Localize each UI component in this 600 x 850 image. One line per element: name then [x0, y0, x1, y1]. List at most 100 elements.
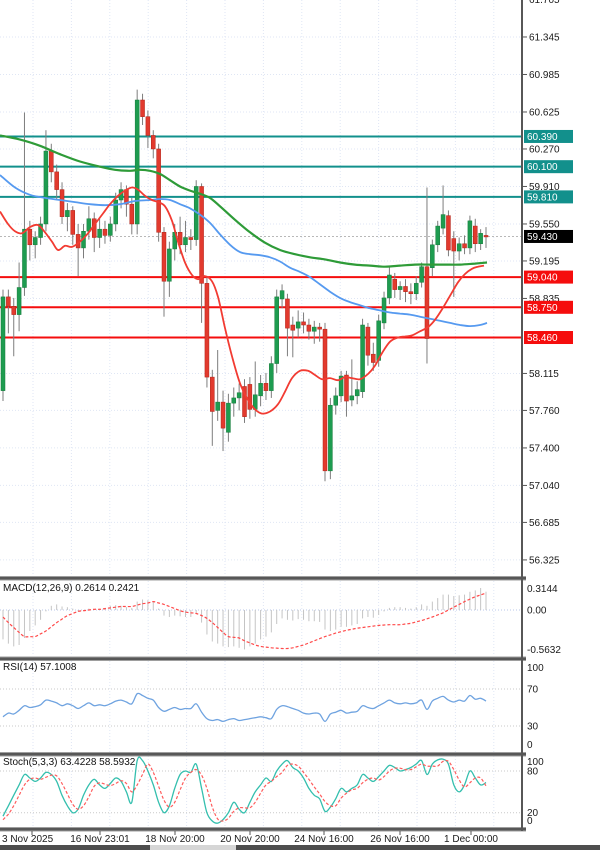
candle-down — [247, 384, 253, 410]
price-level-tag-text: 58.460 — [527, 333, 558, 344]
candle-down — [11, 306, 16, 315]
candle-down — [424, 266, 430, 339]
stoch-d — [2, 759, 487, 822]
candle-up — [467, 220, 473, 249]
indicator-axis-label: 100 — [527, 757, 544, 768]
date-axis-label: 26 Nov 16:00 — [370, 834, 430, 845]
candle-down — [290, 324, 296, 331]
candle-down — [473, 225, 478, 245]
candle-up — [360, 324, 365, 392]
candle-up — [43, 150, 49, 225]
candle-down — [446, 215, 451, 251]
indicator-axis-label: 70 — [527, 685, 539, 696]
price-level-tag — [524, 331, 573, 345]
indicator-axis-label: 0.00 — [527, 606, 547, 617]
candle-down — [140, 99, 145, 117]
price-axis-label: 60.985 — [529, 70, 560, 81]
candle-up — [435, 225, 440, 246]
candle-down — [242, 386, 247, 417]
price-axis-label: 60.270 — [529, 144, 560, 155]
ma-green — [0, 134, 488, 268]
candle-up — [258, 383, 263, 397]
candle-up — [113, 199, 118, 225]
stoch-levels — [0, 770, 521, 814]
price-level-tag-text: 59.040 — [527, 273, 558, 284]
candle-down — [408, 291, 414, 295]
candle-up — [338, 375, 344, 397]
candle-up — [419, 266, 424, 283]
candle-up — [97, 228, 102, 238]
candle-up — [226, 402, 231, 433]
panel-separators — [0, 576, 526, 832]
candle-down — [220, 401, 226, 429]
candle-down — [371, 353, 376, 363]
date-axis-label: 1 Dec 00:00 — [444, 834, 498, 845]
candle-up — [108, 223, 113, 236]
candle-down — [54, 171, 59, 190]
price-level-tag-text: 59.810 — [527, 192, 558, 203]
candle-up — [269, 363, 274, 391]
window-bottom-bar-segment — [150, 845, 236, 850]
candle-up — [183, 237, 188, 246]
indicator-axis-label: 0 — [527, 740, 533, 751]
stoch-k-line — [2, 756, 487, 824]
candle-down — [462, 243, 467, 249]
price-level-tag-text: 58.750 — [527, 303, 558, 314]
candle-up — [22, 228, 27, 288]
candle-up — [397, 286, 403, 290]
candle-down — [322, 328, 328, 472]
price-axis-label: 57.400 — [529, 443, 560, 454]
indicator-axis-labels: 0.3144 0.00 -0.5632 — [527, 584, 561, 656]
price-axis-label: 59.550 — [529, 219, 560, 230]
price-level-tag-text: 60.390 — [527, 132, 558, 143]
candle-down — [263, 383, 269, 391]
price-level-tag — [524, 229, 573, 243]
candle-down — [317, 326, 322, 330]
candle-up — [274, 296, 279, 364]
candle-down — [27, 228, 33, 246]
candle-up — [354, 389, 360, 397]
candle-up — [376, 320, 381, 361]
stoch-k — [2, 756, 487, 824]
candle-up — [456, 243, 462, 252]
ma-red — [0, 186, 485, 415]
price-axis-label: 61.705 — [529, 0, 560, 6]
candle-up — [349, 395, 355, 401]
candle-up — [387, 274, 392, 299]
price-axis-label: 57.040 — [529, 481, 560, 492]
candle-up — [279, 290, 285, 300]
candle-down — [102, 228, 108, 236]
date-axis-label: 20 Nov 20:00 — [220, 834, 280, 845]
candle-down — [70, 210, 76, 235]
candle-down — [161, 232, 167, 282]
candle-up — [440, 214, 446, 229]
indicator-axis-label: 0 — [527, 816, 533, 827]
candle-down — [151, 135, 156, 150]
date-axis-label: 24 Nov 16:00 — [294, 834, 354, 845]
price-level-tag-text: 60.100 — [527, 162, 558, 173]
price-level-tag — [524, 160, 573, 174]
price-level-tag — [524, 270, 573, 284]
candle-up — [430, 244, 435, 268]
rsi-line — [2, 692, 487, 723]
candle-down — [59, 189, 65, 217]
price-level-tag — [524, 300, 573, 314]
rsi-series — [2, 692, 487, 723]
moving-averages — [0, 134, 488, 415]
price-axis-label: 58.835 — [529, 294, 560, 305]
candle-down — [285, 298, 290, 329]
candle-down — [483, 235, 489, 238]
rsi-levels — [0, 688, 521, 727]
candle-down — [156, 148, 161, 233]
candle-down — [177, 232, 183, 246]
candles-layer[interactable] — [0, 89, 489, 482]
window-bottom-bar — [0, 845, 600, 850]
date-axis[interactable]: 3 Nov 2025 16 Nov 23:01 18 Nov 20:00 20 Nov… — [2, 831, 498, 845]
candle-down — [403, 286, 408, 292]
price-axis-label: 59.195 — [529, 256, 560, 267]
candle-up — [167, 248, 172, 282]
